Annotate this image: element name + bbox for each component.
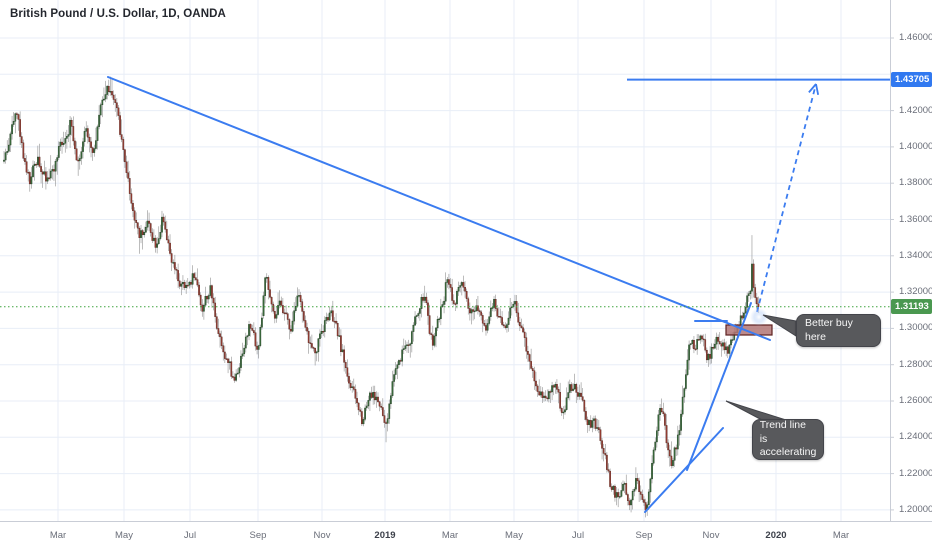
price-tick-label: 1.24000: [899, 431, 932, 443]
time-tick-label: Mar: [441, 530, 459, 541]
time-tick-label: Jul: [183, 530, 197, 541]
target-price-value: 1.43705: [895, 74, 930, 86]
time-tick-label: Mar: [832, 530, 850, 541]
time-tick-label: Mar: [49, 530, 67, 541]
note-better-buy-text: Better buy here: [805, 316, 853, 343]
price-tick-label: 1.20000: [899, 503, 932, 515]
candlestick-series: [3, 76, 760, 518]
time-tick-label: Sep: [635, 530, 653, 541]
last-price-value: 1.31193: [895, 301, 929, 313]
note-trendline-tail: [725, 400, 787, 421]
price-tick-label: 1.26000: [899, 395, 932, 406]
price-tick-label: 1.34000: [899, 249, 932, 261]
time-tick-label: Nov: [702, 530, 720, 541]
time-tick-label: May: [505, 530, 523, 541]
price-tick-label: 1.30000: [899, 322, 932, 334]
note-trendline-text: Trend line is accelerating: [759, 419, 817, 459]
descending-trendline[interactable]: [107, 76, 771, 341]
price-tick-label: 1.42000: [899, 104, 932, 116]
price-tick-label: 1.46000: [899, 32, 932, 43]
time-tick-label: Sep: [249, 530, 267, 541]
price-tick-label: 1.22000: [899, 467, 932, 479]
projection-arrow[interactable]: [756, 83, 820, 313]
price-tick-label: 1.28000: [899, 358, 932, 370]
supply-zone-box[interactable]: [725, 324, 773, 336]
price-tick-label: 1.32000: [899, 286, 932, 298]
last-price-tag: 1.31193: [891, 299, 932, 315]
time-tick-label: 2020: [765, 530, 787, 541]
time-tick-label: 2019: [374, 530, 396, 541]
note-trendline-accelerating[interactable]: Trend line is accelerating: [752, 419, 824, 460]
note-better-buy[interactable]: Better buy here: [796, 314, 881, 347]
ascending-trendline-1[interactable]: [644, 427, 724, 513]
trendline-anchor-glow: [750, 308, 768, 326]
time-tick-label: Jul: [571, 530, 585, 541]
ascending-trendline-2[interactable]: [686, 302, 752, 471]
price-axis[interactable]: 1.46000 1.42000 1.40000 1.38000 1.36000 1.340…: [890, 0, 932, 521]
symbol-title: British Pound / U.S. Dollar, 1D, OANDA: [10, 8, 226, 20]
time-axis[interactable]: Mar May Jul Sep Nov 2019 Mar May Jul Sep Nov 2020 Ma…: [0, 521, 932, 550]
price-tick-label: 1.40000: [899, 140, 932, 152]
price-tick-label: 1.36000: [899, 213, 932, 225]
target-price-tag[interactable]: 1.43705: [891, 72, 932, 88]
time-tick-label: May: [115, 530, 133, 541]
price-tick-label: 1.38000: [899, 177, 932, 189]
time-tick-label: Nov: [313, 530, 331, 541]
